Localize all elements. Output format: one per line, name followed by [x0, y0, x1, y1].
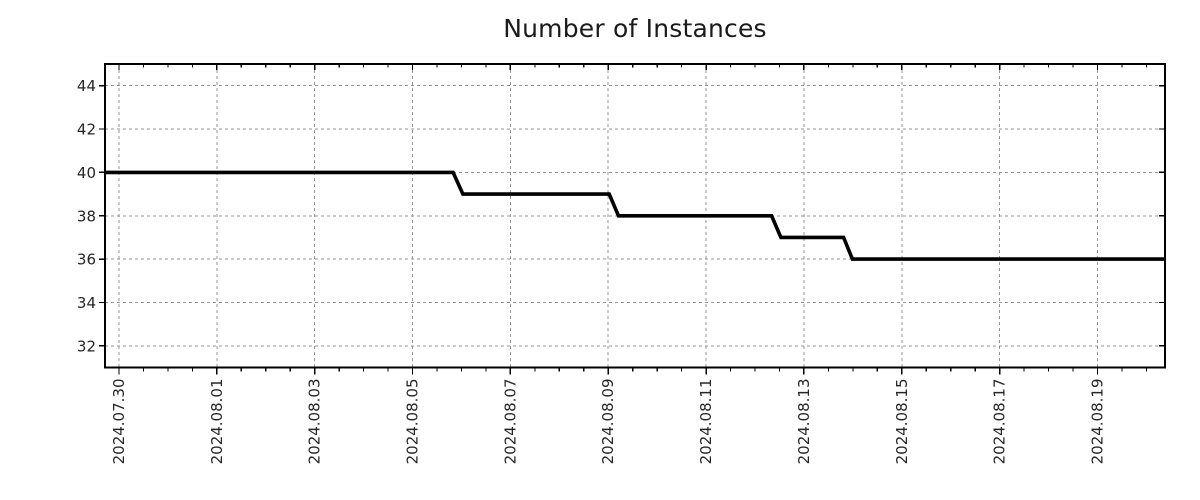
series-line-instances — [105, 170, 1165, 261]
x-tick-label: 2024.08.07 — [501, 379, 519, 465]
chart-title: Number of Instances — [503, 14, 767, 43]
x-tick-label: 2024.08.13 — [795, 379, 813, 465]
x-tick-label: 2024.08.15 — [893, 379, 911, 465]
x-tick-label: 2024.08.05 — [404, 379, 422, 465]
y-tick-label: 40 — [77, 164, 96, 182]
y-tick-label: 44 — [77, 77, 96, 95]
x-tick-label: 2024.07.30 — [110, 379, 128, 465]
y-tick-label: 38 — [77, 207, 96, 225]
x-tick-label: 2024.08.11 — [697, 379, 715, 465]
x-tick-label: 2024.08.09 — [599, 379, 617, 465]
y-tick-label: 34 — [77, 294, 96, 312]
x-tick-label: 2024.08.01 — [208, 379, 226, 465]
x-tick-label: 2024.08.03 — [306, 379, 324, 465]
x-tick-label: 2024.08.17 — [991, 379, 1009, 465]
y-tick-label: 36 — [77, 251, 96, 269]
y-tick-label: 32 — [77, 337, 96, 355]
x-tick-label: 2024.08.19 — [1088, 379, 1106, 465]
y-tick-label: 42 — [77, 121, 96, 139]
